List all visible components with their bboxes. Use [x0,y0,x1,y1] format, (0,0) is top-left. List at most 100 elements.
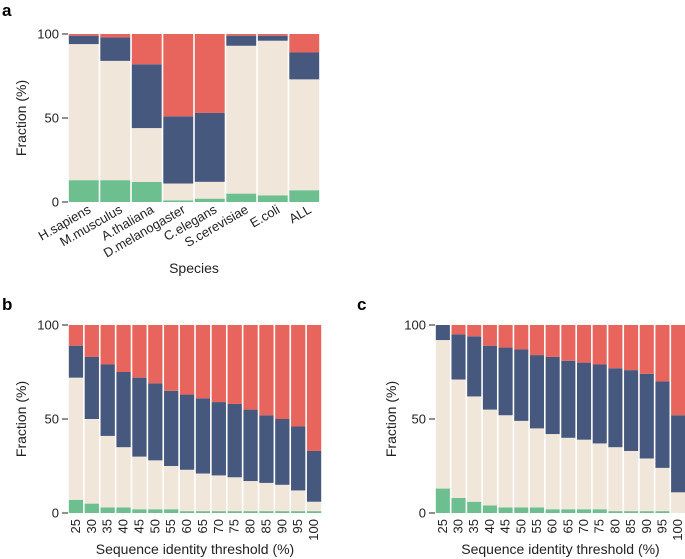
bar-c-80-beige [608,447,623,512]
bar-b-80-blue [243,409,258,482]
bar-c-90-blue [639,373,654,459]
bar-c-80-green [608,511,623,513]
bar-b-35-green [100,507,115,513]
ytick-label-b-100: 100 [37,318,59,333]
bar-b-60-red [179,325,195,395]
xtick-label-b-65: 65 [195,519,210,533]
bar-a-M.musculus-red [100,34,131,38]
bar-b-55-green [164,509,179,513]
ytick-label-c-0: 0 [419,506,426,521]
bar-b-55-red [164,325,179,391]
bar-c-55-blue [529,355,545,429]
bar-c-55-beige [529,428,545,508]
xtick-label-b-85: 85 [258,519,273,533]
bar-b-65-red [195,325,211,399]
bar-c-75-red [592,325,607,365]
panel-label-a: a [2,1,12,20]
bar-b-90-blue [275,419,290,485]
bar-b-90-red [275,325,290,419]
bar-c-45-green [498,507,513,513]
xtick-label-c-65: 65 [560,519,575,533]
bar-a-H.sapiens-blue [68,35,99,45]
bar-c-30-red [451,325,466,335]
bar-b-35-blue [100,364,115,436]
bar-c-50-green [514,507,529,513]
bar-a-M.musculus-beige [100,60,131,181]
bar-b-95-green [291,511,306,513]
bar-a-A.thaliana-green [131,181,162,202]
bar-b-90-beige [275,484,290,512]
bar-b-60-green [179,511,195,513]
bar-b-65-blue [195,398,211,474]
xtick-label-c-40: 40 [482,519,497,533]
bar-b-100-green [306,511,322,513]
bar-c-100-red [671,325,685,416]
xtick-label-c-95: 95 [654,519,669,533]
bar-a-D.melanogaster-beige [163,183,194,201]
xtick-label-c-30: 30 [451,519,466,533]
bar-a-C.elegans-beige [194,181,225,199]
bar-c-80-red [608,325,623,369]
bar-c-35-beige [467,396,482,502]
bar-a-H.sapiens-beige [68,44,99,181]
bar-b-70-green [211,511,226,513]
bar-b-95-beige [291,490,306,512]
bar-c-75-beige [592,443,607,510]
xtick-label-b-70: 70 [211,519,226,533]
bar-b-100-red [306,325,322,451]
bar-a-ALL-blue [289,52,320,80]
bar-c-70-red [576,325,592,363]
bar-c-55-red [529,325,545,356]
bar-c-75-green [592,509,607,513]
bar-b-35-red [100,325,115,365]
bar-c-85-beige [624,450,639,512]
bar-b-60-beige [179,469,195,512]
bar-c-40-red [482,325,497,346]
bar-c-25-blue [435,325,450,341]
bar-b-80-red [243,325,258,410]
bar-c-35-green [467,501,482,513]
bar-b-25-green [68,499,84,513]
xtick-label-c-35: 35 [466,519,481,533]
bar-a-ALL-green [289,190,320,202]
bar-c-70-green [576,509,592,513]
bar-c-60-red [545,325,560,357]
bar-c-100-blue [671,415,685,493]
xtick-label-c-80: 80 [607,519,622,533]
bar-c-30-blue [451,334,466,380]
bar-a-D.melanogaster-green [163,200,194,202]
bar-b-40-green [116,507,131,513]
xtick-label-b-25: 25 [68,519,83,533]
xtick-label-b-35: 35 [100,519,115,533]
bar-b-45-blue [132,377,147,457]
bar-c-95-red [655,325,670,382]
bar-a-S.cerevisiae-red [226,34,257,36]
bar-a-H.sapiens-red [68,34,99,36]
bar-b-100-blue [306,450,322,502]
bar-c-65-red [561,325,576,361]
bar-b-45-green [132,509,147,513]
xtick-label-b-40: 40 [116,519,131,533]
y-axis-label-b: Fraction (%) [13,381,29,457]
ytick-label-b-50: 50 [45,412,59,427]
bar-b-95-red [291,325,306,427]
bar-c-65-blue [561,360,576,438]
bar-a-D.melanogaster-red [163,34,194,117]
bar-c-40-green [482,505,497,513]
bar-a-ALL-beige [289,79,320,191]
bar-a-S.cerevisiae-beige [226,45,257,194]
bar-a-A.thaliana-blue [131,64,162,129]
bar-c-35-blue [467,336,482,397]
bar-c-75-blue [592,364,607,444]
ytick-label-a-100: 100 [37,27,59,42]
bar-b-55-blue [164,390,179,466]
bar-c-30-beige [451,379,466,498]
bar-a-C.elegans-red [194,34,225,113]
bar-c-40-blue [482,345,497,410]
bar-c-30-green [451,497,466,513]
bar-c-80-blue [608,368,623,448]
xtick-label-c-50: 50 [513,519,528,533]
xtick-label-b-95: 95 [290,519,305,533]
xtick-label-c-25: 25 [435,519,450,533]
xtick-label-b-50: 50 [147,519,162,533]
